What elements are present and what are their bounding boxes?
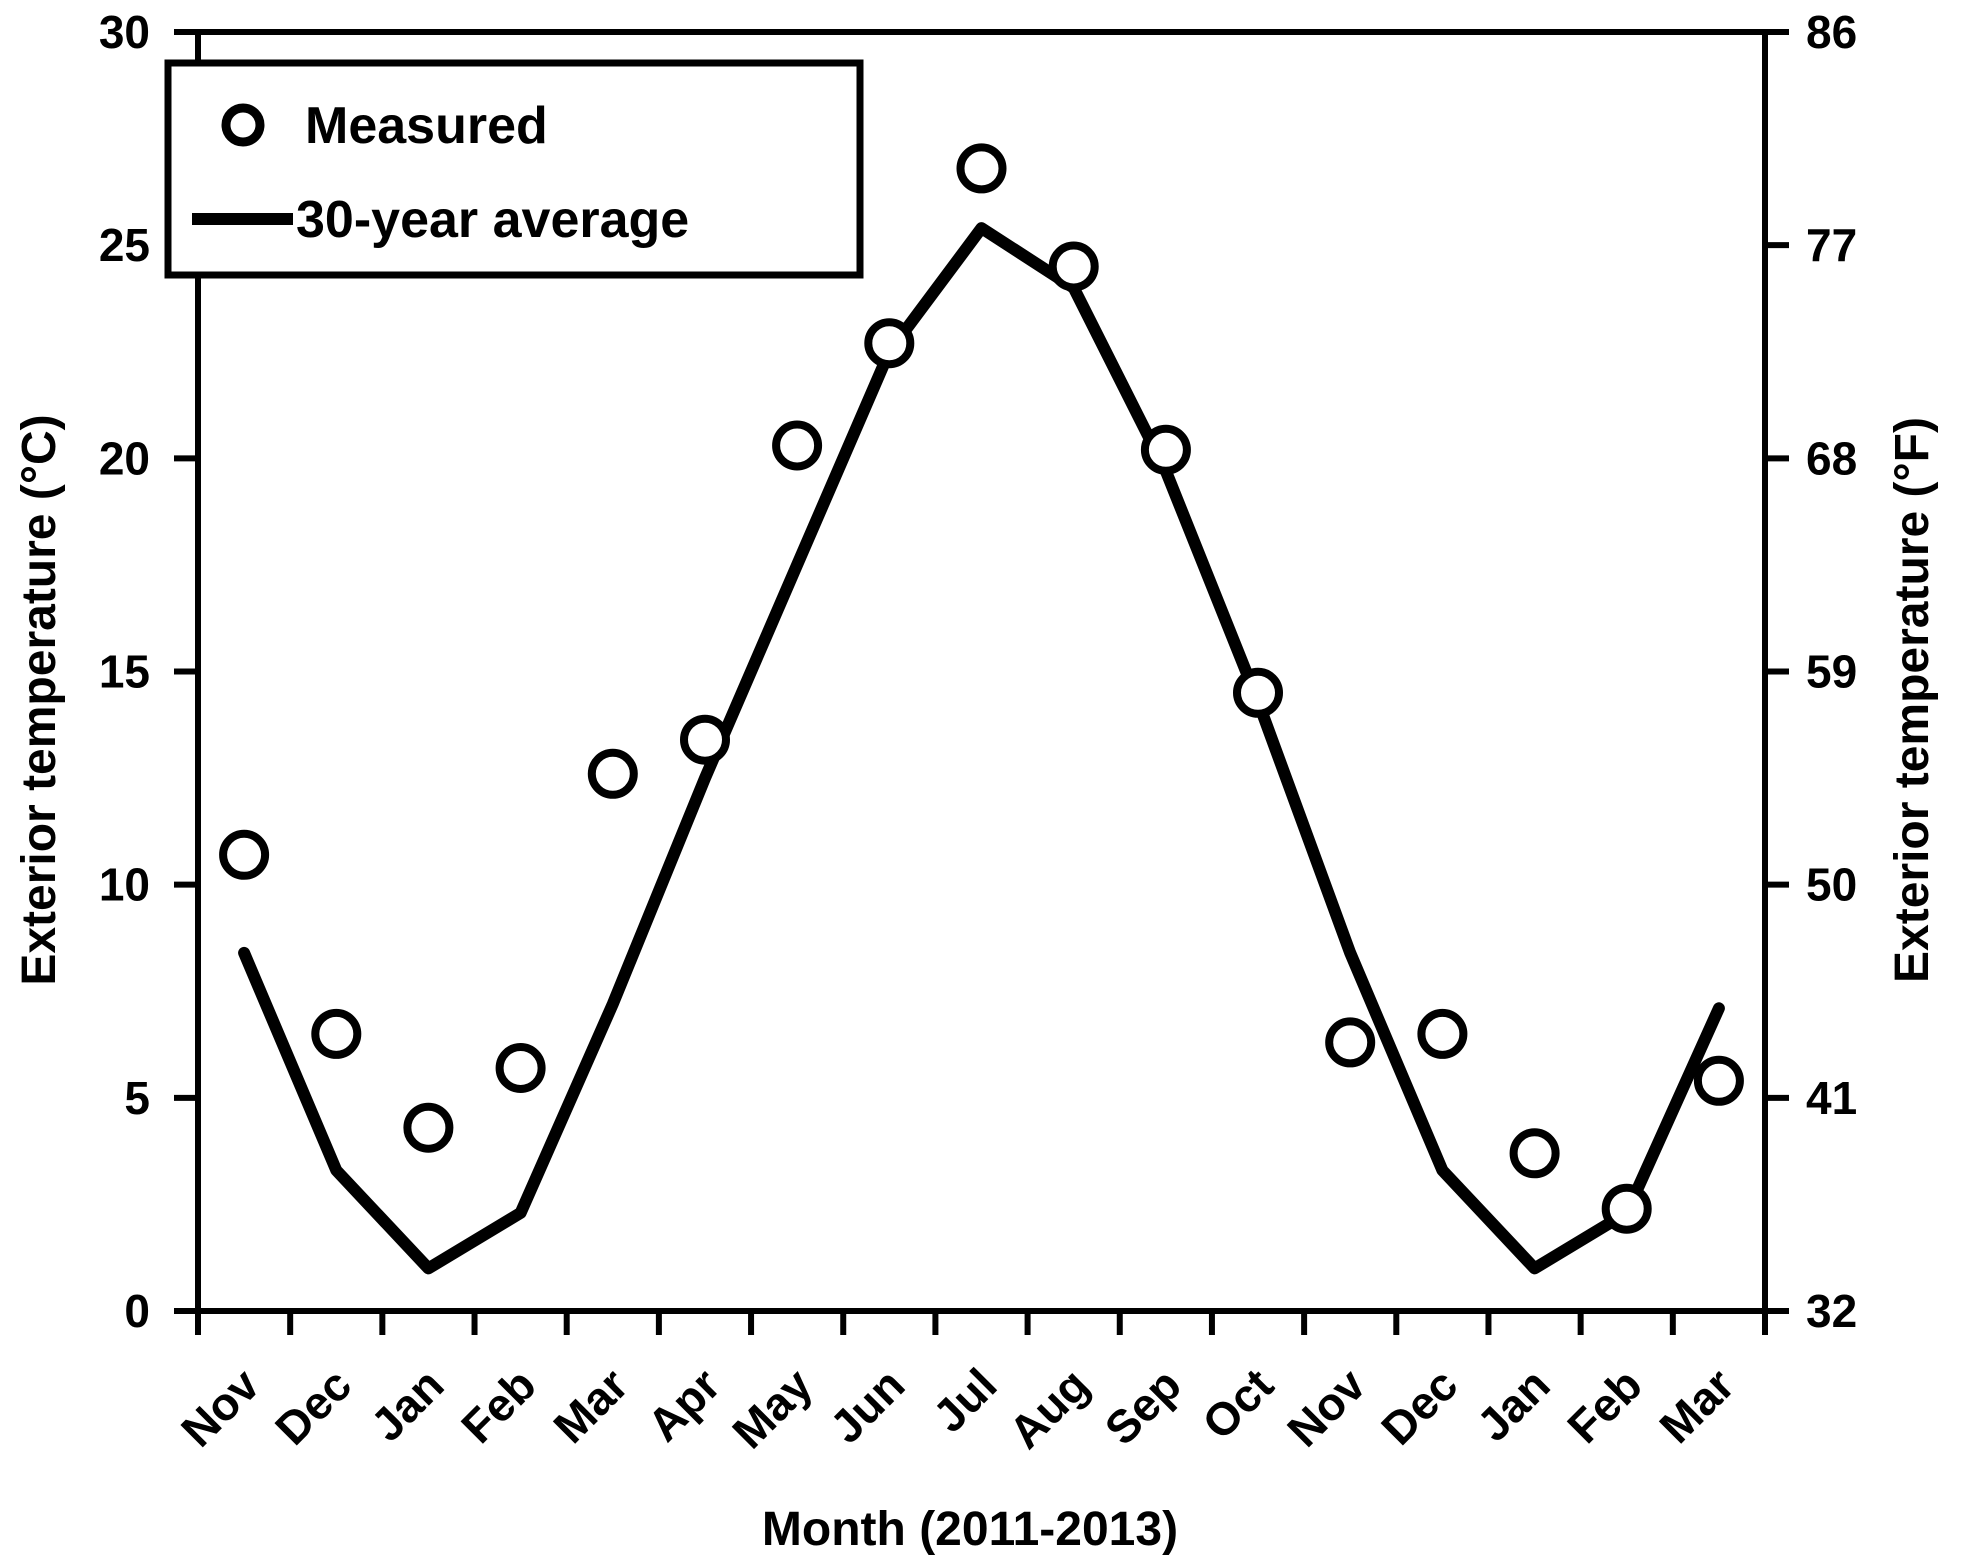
month-tick-label: Feb: [451, 1358, 546, 1453]
measured-point: [864, 318, 915, 369]
measured-point: [587, 748, 638, 799]
month-tick-label: Dec: [1371, 1358, 1467, 1454]
average-line: [238, 222, 1725, 1275]
measured-point: [680, 714, 730, 765]
legend-measured-marker-icon: [221, 103, 265, 147]
measured-point: [495, 1043, 546, 1093]
month-tick-label: Mar: [1649, 1358, 1744, 1453]
right-axis-tick-label: 86: [1806, 6, 1857, 58]
month-tick-label: Jan: [361, 1358, 454, 1451]
measured-point: [1417, 1008, 1468, 1059]
month-tick-label: Apr: [637, 1358, 730, 1451]
measured-point: [1693, 1055, 1744, 1106]
right-axis-tick-label: 77: [1806, 219, 1857, 271]
left-axis-ticks: 0 5 10 15 20 25 30: [99, 6, 198, 1337]
left-axis-tick-label: 0: [124, 1285, 150, 1337]
month-tick-label: Aug: [999, 1358, 1099, 1458]
month-tick-label: Nov: [171, 1358, 270, 1457]
left-axis-tick-label: 10: [99, 859, 150, 911]
legend-average-label: 30-year average: [296, 191, 689, 249]
right-axis-tick-label: 68: [1806, 432, 1857, 484]
measured-point: [403, 1102, 454, 1153]
left-axis-tick-label: 25: [99, 219, 150, 271]
left-axis-tick-label: 15: [99, 646, 150, 698]
month-tick-label: Jan: [1467, 1358, 1560, 1451]
right-axis-ticks: 32 41 50 59 68 77 86: [1765, 6, 1857, 1337]
average-line-series: [238, 222, 1725, 1275]
measured-point: [956, 143, 1007, 194]
measured-point: [772, 420, 823, 471]
right-axis-tick-label: 32: [1806, 1285, 1857, 1337]
right-axis-tick-label: 50: [1806, 859, 1857, 911]
legend-box: [164, 59, 864, 279]
month-tick-label: Jun: [820, 1358, 915, 1453]
measured-point: [219, 829, 270, 880]
month-tick-label: Feb: [1557, 1358, 1652, 1453]
measured-point: [1048, 241, 1099, 292]
x-axis-title: Month (2011-2013): [762, 1503, 1178, 1556]
measured-point: [1601, 1183, 1652, 1234]
legend-measured-label: Measured: [305, 97, 548, 155]
right-axis-tick-label: 59: [1806, 646, 1857, 698]
left-axis-tick-label: 30: [99, 6, 150, 58]
measured-point: [1140, 424, 1191, 475]
bottom-axis-ticks: [195, 1311, 1768, 1335]
left-axis-tick-label: 5: [124, 1072, 150, 1124]
measured-point: [1233, 667, 1283, 718]
month-tick-label: Oct: [1192, 1358, 1283, 1449]
month-tick-label: Dec: [265, 1358, 361, 1454]
left-y-axis-title: Exterior temperature (°C): [13, 414, 66, 985]
month-tick-label: Nov: [1277, 1358, 1376, 1457]
left-axis-tick-label: 20: [99, 432, 150, 484]
month-tick-label: Sep: [1094, 1358, 1190, 1454]
measured-point: [1325, 1017, 1376, 1068]
month-tick-label: Mar: [543, 1358, 638, 1453]
right-y-axis-title: Exterior temperature (°F): [1886, 417, 1939, 983]
month-tick-label: Jul: [923, 1358, 1007, 1442]
month-tick-label: May: [722, 1358, 822, 1458]
measured-point: [1509, 1128, 1560, 1179]
right-axis-tick-label: 41: [1806, 1072, 1857, 1124]
measured-point: [311, 1008, 362, 1059]
legend: Measured 30-year average: [164, 59, 864, 279]
measured-point-series: [219, 143, 1744, 1234]
